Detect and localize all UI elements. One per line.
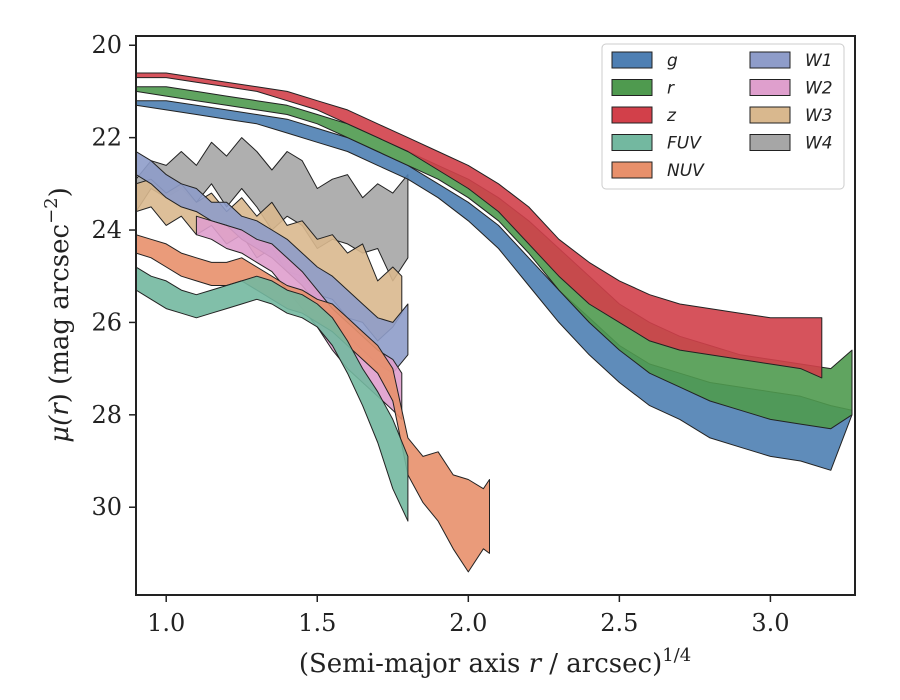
x-tick-label: 2.5 bbox=[600, 609, 638, 637]
x-tick-label: 1.5 bbox=[298, 609, 336, 637]
legend-swatch-w4 bbox=[749, 134, 791, 151]
legend-swatch-nuv bbox=[611, 161, 653, 179]
band-z bbox=[136, 72, 823, 379]
legend-label-w2: W2 bbox=[805, 79, 833, 99]
legend-label-g: g bbox=[667, 51, 678, 71]
legend-swatch-w1 bbox=[749, 51, 791, 69]
legend-label-w1: W1 bbox=[805, 51, 833, 71]
x-tick-label: 2.0 bbox=[449, 609, 487, 637]
legend-label-w4: W4 bbox=[805, 134, 833, 154]
band-fuv bbox=[136, 266, 409, 522]
x-tick-label: 1.0 bbox=[147, 609, 185, 637]
legend: grz FUV NUV W1 W2 W3 W4 bbox=[601, 43, 845, 190]
profile-bands bbox=[136, 72, 853, 573]
legend-swatch-w3 bbox=[749, 106, 791, 124]
y-axis-ticks: 20 22 24 26 28 30 bbox=[91, 31, 136, 521]
legend-label-fuv: FUV bbox=[667, 134, 702, 154]
y-tick-label: 26 bbox=[91, 308, 122, 336]
legend-label-w3: W3 bbox=[805, 106, 833, 126]
x-tick-label: 3.0 bbox=[751, 609, 789, 637]
x-axis-title: (Semi-major axis r / arcsec)1/4 bbox=[299, 645, 691, 679]
y-tick-label: 24 bbox=[91, 216, 122, 244]
y-tick-label: 22 bbox=[91, 124, 122, 152]
y-tick-label: 28 bbox=[91, 401, 122, 429]
legend-swatch-r bbox=[611, 79, 653, 96]
legend-swatch-fuv bbox=[611, 134, 653, 151]
y-axis-title: μ(r) (mag arcsec−2) bbox=[41, 187, 75, 443]
legend-swatch-g bbox=[611, 51, 653, 69]
legend-label-r: r bbox=[667, 79, 675, 99]
y-tick-label: 30 bbox=[91, 493, 122, 521]
legend-label-z: z bbox=[666, 106, 677, 126]
y-tick-label: 20 bbox=[91, 31, 122, 59]
x-axis-ticks: 1.0 1.5 2.0 2.5 3.0 bbox=[147, 595, 789, 637]
legend-swatch-z bbox=[611, 106, 653, 124]
legend-swatch-w2 bbox=[749, 79, 791, 96]
plot-frame bbox=[135, 35, 856, 596]
legend-label-nuv: NUV bbox=[667, 161, 705, 181]
